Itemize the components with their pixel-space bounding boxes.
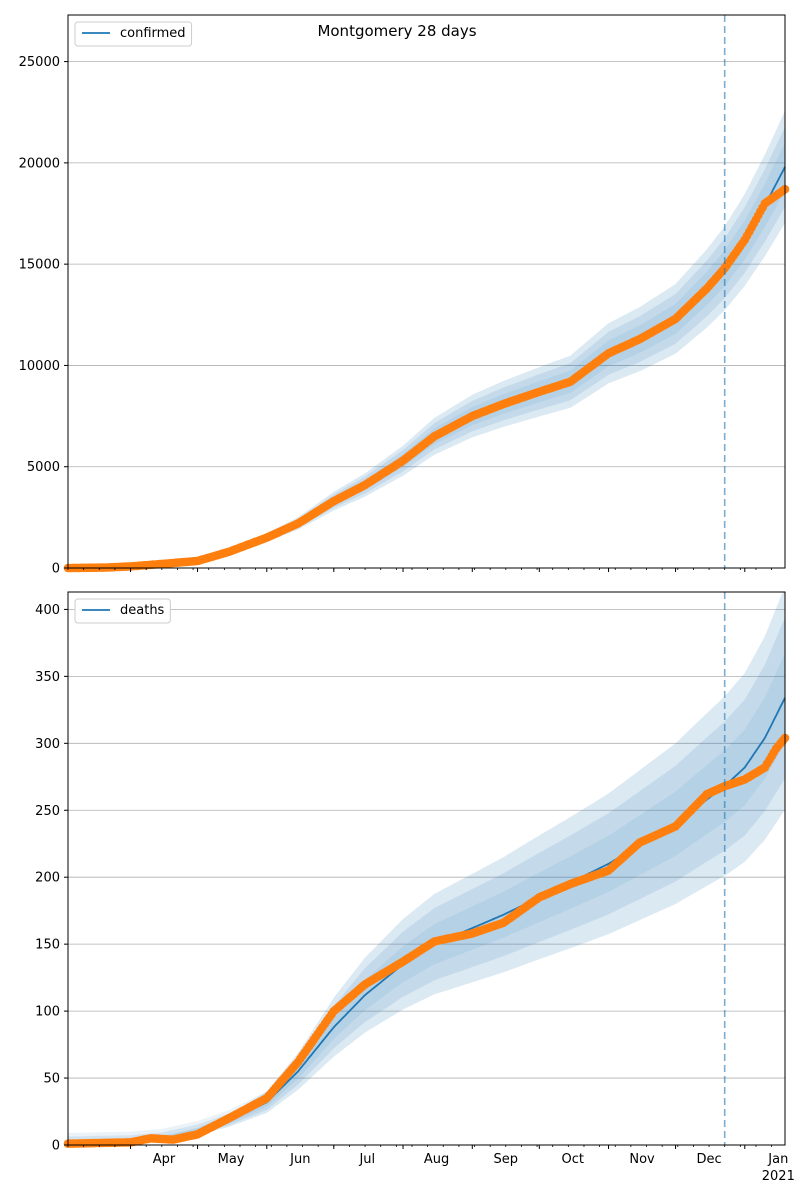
deaths-y-axis: 0 50 100 150 200 250 300 350 400 <box>35 603 68 1154</box>
x-tick-label: Sep <box>494 1152 519 1167</box>
legend-label: confirmed <box>120 26 186 41</box>
uncertainty-band <box>68 592 785 1144</box>
x-tick-label: May <box>218 1152 245 1167</box>
y-tick-label: 0 <box>52 1139 60 1154</box>
x-year-label: 2021 <box>762 1169 795 1184</box>
x-tick-label: Jan <box>767 1152 788 1167</box>
x-tick-label: Nov <box>629 1152 655 1167</box>
y-tick-label: 300 <box>35 737 60 752</box>
confirmed-legend: confirmed <box>74 21 193 47</box>
deaths-axes-frame <box>67 591 786 1146</box>
confirmed-axes-frame <box>67 14 786 569</box>
y-tick-label: 350 <box>35 670 60 685</box>
deaths-panel: 0 50 100 150 200 250 300 350 400 Apr May Jun Jul Aug… <box>35 591 795 1184</box>
uncertainty-band <box>68 617 785 1144</box>
deaths-gridlines <box>68 609 785 1146</box>
confirmed-observed-points <box>63 184 790 573</box>
legend-box <box>74 598 171 624</box>
confirmed-y-axis: 0 5000 10000 15000 20000 25000 <box>19 55 68 577</box>
y-tick-label: 250 <box>35 804 60 819</box>
confirmed-panel: 0 5000 10000 15000 20000 25000 confirmed Mont… <box>19 14 790 577</box>
deaths-legend: deaths <box>74 598 171 624</box>
y-tick-label: 0 <box>52 562 60 577</box>
y-tick-label: 400 <box>35 603 60 618</box>
y-tick-label: 5000 <box>27 460 60 475</box>
y-tick-label: 100 <box>35 1005 60 1020</box>
legend-box <box>74 21 193 47</box>
y-tick-label: 200 <box>35 871 60 886</box>
x-tick-label: Apr <box>153 1152 176 1167</box>
x-tick-label: Jul <box>358 1152 375 1167</box>
x-tick-label: Jun <box>289 1152 310 1167</box>
x-tick-label: Oct <box>562 1152 584 1167</box>
deaths-uncertainty-bands <box>68 592 785 1144</box>
y-tick-label: 50 <box>43 1072 60 1087</box>
y-tick-label: 10000 <box>19 359 60 374</box>
y-tick-label: 15000 <box>19 258 60 273</box>
y-tick-label: 25000 <box>19 55 60 70</box>
x-tick-label: Dec <box>696 1152 721 1167</box>
deaths-x-axis: Apr May Jun Jul Aug Sep Oct Nov Dec Jan 2021 <box>67 1145 795 1184</box>
x-tick-label: Aug <box>424 1152 449 1167</box>
chart-title: Montgomery 28 days <box>317 22 476 40</box>
uncertainty-band <box>68 126 785 569</box>
legend-label: deaths <box>120 603 165 618</box>
y-tick-label: 150 <box>35 938 60 953</box>
y-tick-label: 20000 <box>19 156 60 171</box>
